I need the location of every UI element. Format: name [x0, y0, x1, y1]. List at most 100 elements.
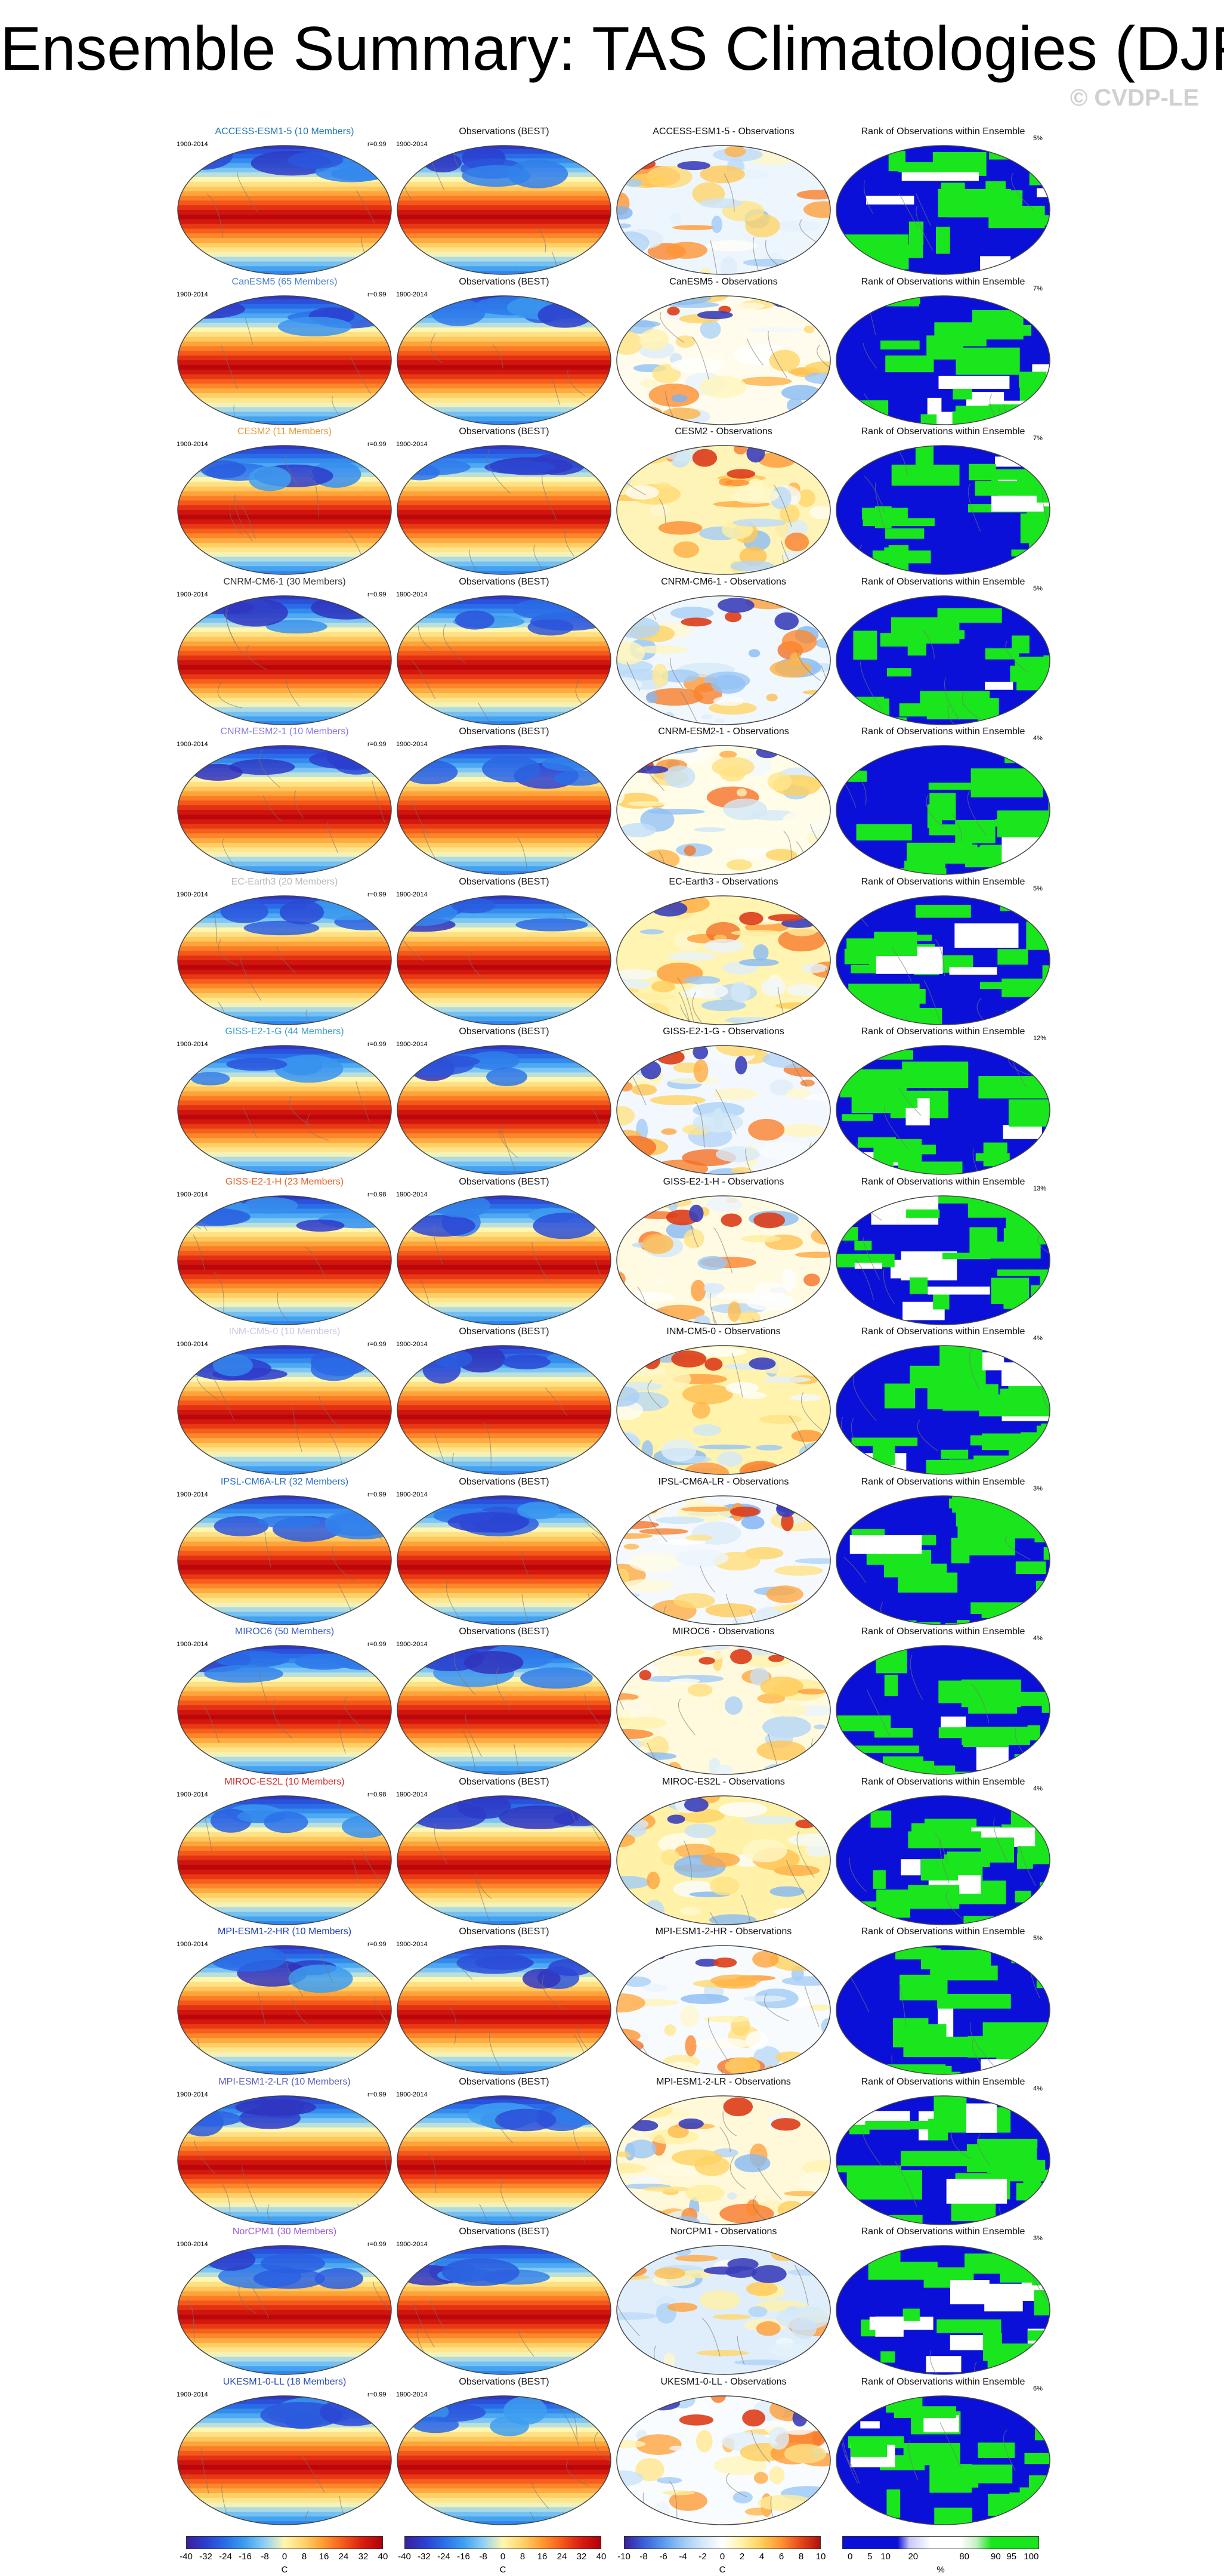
- model-years: 1900-2014: [177, 291, 208, 298]
- colorbar-unit: C: [281, 2565, 288, 2575]
- model-years: 1900-2014: [177, 1341, 208, 1348]
- panel-row: GISS-E2-1-H (23 Members) 1900-2014 r=0.98 O…: [0, 1177, 1224, 1327]
- obs-years: 1900-2014: [396, 891, 428, 898]
- diff-map-3: [616, 595, 831, 725]
- model-map-10: [177, 1645, 392, 1775]
- obs-title: Observations (BEST): [459, 1026, 549, 1037]
- obs-map-7: [397, 1195, 611, 1325]
- obs-title: Observations (BEST): [459, 2077, 549, 2087]
- colorbar-unit: C: [499, 2565, 506, 2575]
- rank-map-8: [836, 1345, 1050, 1475]
- model-title: INM-CM5-0 (10 Members): [228, 1326, 341, 1337]
- model-map-0: [177, 145, 392, 275]
- model-map-2: [177, 445, 392, 575]
- diff-map-11: [616, 1795, 831, 1925]
- rank-map-6: [836, 1045, 1050, 1175]
- colorbar-tick-label: 0: [500, 2552, 506, 2562]
- diff-map-8: [616, 1345, 831, 1475]
- model-map-13: [177, 2095, 392, 2225]
- model-years: 1900-2014: [177, 741, 208, 748]
- pattern-correlation: r=0.99: [367, 291, 387, 298]
- obs-map-1: [397, 295, 611, 425]
- colorbar-tick-label: 32: [358, 2552, 369, 2562]
- difference-title: UKESM1-0-LL - Observations: [660, 2377, 787, 2387]
- panel-row: EC-Earth3 (20 Members) 1900-2014 r=0.99 Obs…: [0, 877, 1224, 1027]
- model-map-15: [177, 2395, 392, 2525]
- climatology-colorbar: [186, 2536, 383, 2549]
- obs-years: 1900-2014: [396, 1341, 428, 1348]
- panel-row: MIROC6 (50 Members) 1900-2014 r=0.99 Observ…: [0, 1626, 1224, 1777]
- diff-map-15: [616, 2395, 831, 2525]
- obs-years: 1900-2014: [396, 141, 428, 148]
- model-years: 1900-2014: [177, 1191, 208, 1198]
- obs-years: 1900-2014: [396, 1491, 428, 1498]
- panel-row: CNRM-CM6-1 (30 Members) 1900-2014 r=0.99 Ob…: [0, 577, 1224, 727]
- model-title: MPI-ESM1-2-HR (10 Members): [217, 1926, 352, 1937]
- colorbar-tick-label: 16: [319, 2552, 329, 2562]
- colorbar-tick-label: 24: [338, 2552, 349, 2562]
- rank-map-12: [836, 1945, 1050, 2075]
- colorbar-tick-label: -10: [617, 2552, 630, 2562]
- rank-percent: 5%: [1033, 1935, 1043, 1942]
- pattern-correlation: r=0.99: [367, 2391, 387, 2398]
- rank-colorbar: [842, 2536, 1039, 2549]
- rank-title: Rank of Observations within Ensemble: [861, 877, 1025, 887]
- obs-years: 1900-2014: [396, 741, 428, 748]
- panel-row: MIROC-ES2L (10 Members) 1900-2014 r=0.98 Ob…: [0, 1777, 1224, 1927]
- panel-row: MPI-ESM1-2-LR (10 Members) 1900-2014 r=0.9…: [0, 2077, 1224, 2227]
- colorbar-tick-label: 20: [908, 2552, 919, 2562]
- obs-map-14: [397, 2245, 611, 2375]
- model-map-7: [177, 1195, 392, 1325]
- panel-row: CanESM5 (65 Members) 1900-2014 r=0.99 Obser…: [0, 277, 1224, 427]
- difference-title: MPI-ESM1-2-LR - Observations: [656, 2077, 791, 2087]
- model-title: GISS-E2-1-H (23 Members): [225, 1177, 344, 1187]
- obs-years: 1900-2014: [396, 1941, 428, 1948]
- colorbar-tick-label: 10: [815, 2552, 826, 2562]
- obs-years: 1900-2014: [396, 441, 428, 448]
- obs-years: 1900-2014: [396, 591, 428, 598]
- credit-label: © CVDP-LE: [1070, 85, 1199, 111]
- model-title: EC-Earth3 (20 Members): [231, 877, 338, 887]
- diff-map-12: [616, 1945, 831, 2075]
- obs-map-10: [397, 1645, 611, 1775]
- model-years: 1900-2014: [177, 2241, 208, 2248]
- model-title: GISS-E2-1-G (44 Members): [225, 1026, 344, 1037]
- rank-map-9: [836, 1495, 1050, 1625]
- diff-map-9: [616, 1495, 831, 1625]
- diff-map-1: [616, 295, 831, 425]
- obs-map-9: [397, 1495, 611, 1625]
- obs-title: Observations (BEST): [459, 277, 549, 287]
- rank-title: Rank of Observations within Ensemble: [861, 277, 1025, 287]
- obs-title: Observations (BEST): [459, 726, 549, 737]
- difference-colorbar: [624, 2536, 821, 2549]
- obs-years: 1900-2014: [396, 2241, 428, 2248]
- obs-map-5: [397, 895, 611, 1025]
- rank-title: Rank of Observations within Ensemble: [861, 126, 1025, 137]
- pattern-correlation: r=0.99: [367, 1341, 387, 1348]
- model-title: IPSL-CM6A-LR (32 Members): [220, 1477, 349, 1487]
- rank-percent: 5%: [1033, 585, 1043, 592]
- pattern-correlation: r=0.98: [367, 1191, 387, 1198]
- colorbar-tick-label: 100: [1024, 2552, 1039, 2562]
- colorbar-tick-label: -8: [261, 2552, 269, 2562]
- obs-years: 1900-2014: [396, 1191, 428, 1198]
- colorbar-tick-label: 90: [991, 2552, 1001, 2562]
- colorbar-tick-label: -8: [479, 2552, 487, 2562]
- model-title: NorCPM1 (30 Members): [232, 2226, 337, 2237]
- rank-title: Rank of Observations within Ensemble: [861, 1626, 1025, 1637]
- colorbar-tick-label: 8: [520, 2552, 526, 2562]
- model-map-12: [177, 1945, 392, 2075]
- model-years: 1900-2014: [177, 141, 208, 148]
- rank-map-3: [836, 595, 1050, 725]
- model-title: UKESM1-0-LL (18 Members): [222, 2377, 347, 2387]
- rank-percent: 7%: [1033, 285, 1043, 292]
- obs-title: Observations (BEST): [459, 577, 549, 587]
- difference-title: ACCESS-ESM1-5 - Observations: [653, 126, 795, 137]
- pattern-correlation: r=0.99: [367, 1941, 387, 1948]
- rank-map-5: [836, 895, 1050, 1025]
- panel-row: ACCESS-ESM1-5 (10 Members) 1900-2014 r=0.9…: [0, 126, 1224, 277]
- obs-map-0: [397, 145, 611, 275]
- model-years: 1900-2014: [177, 891, 208, 898]
- rank-title: Rank of Observations within Ensemble: [861, 1777, 1025, 1787]
